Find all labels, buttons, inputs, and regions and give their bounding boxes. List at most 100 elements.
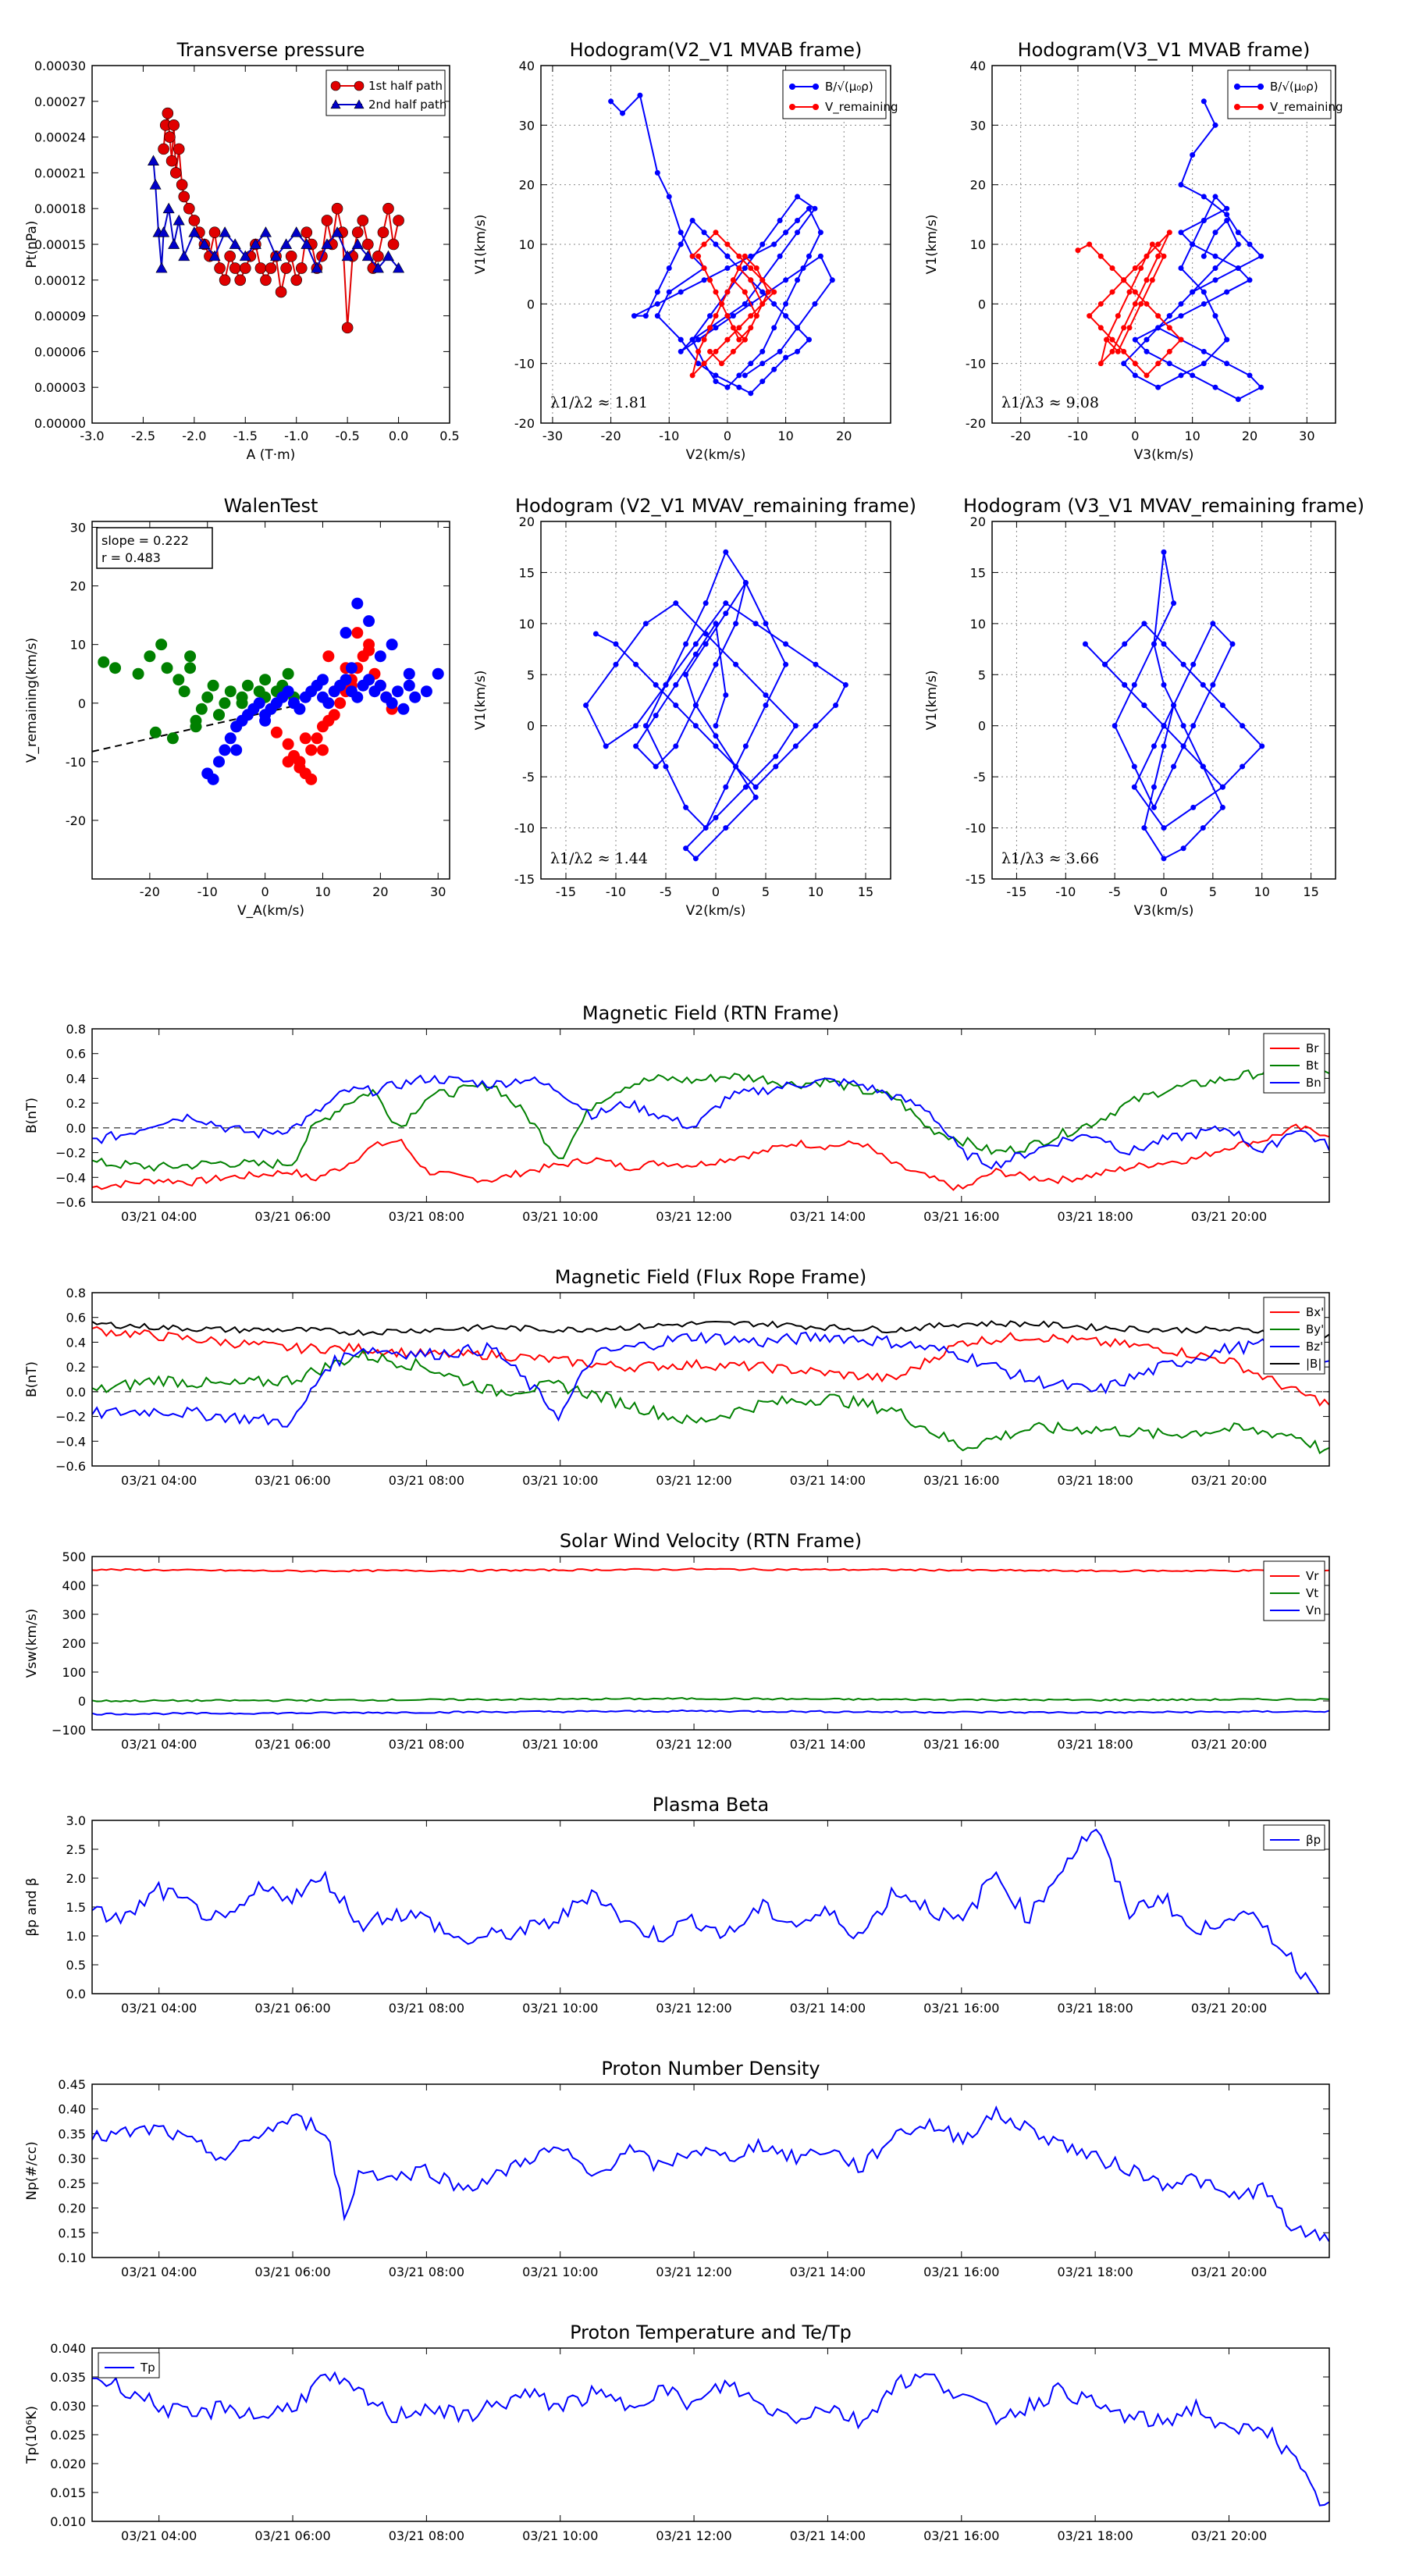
data-marker: [701, 361, 707, 367]
data-marker: [331, 226, 343, 237]
hodogram_v3v1_mvab-xlabel: V3(km/s): [1134, 447, 1194, 463]
proton_density-title: Proton Number Density: [601, 2058, 820, 2080]
data-marker: [733, 621, 739, 627]
legend-marker: [330, 99, 341, 109]
data-marker: [1126, 325, 1133, 331]
data-marker: [1131, 681, 1137, 688]
data-marker: [188, 215, 201, 226]
data-marker: [1212, 122, 1218, 128]
x-tick-label: 03/21 16:00: [923, 2528, 999, 2543]
y-tick-label: 0.00015: [34, 237, 86, 252]
data-marker: [275, 286, 287, 298]
walen-stats-box: [96, 527, 213, 569]
x-tick-label: 03/21 14:00: [790, 2528, 866, 2543]
walen-point-blue: [432, 667, 444, 680]
data-marker: [583, 703, 589, 709]
proton_density-panel: Proton Number Density 0.10 0.15 0.20 0.25 0.3…: [24, 2058, 1330, 2279]
data-marker: [1258, 253, 1264, 259]
data-marker: [673, 681, 679, 688]
hodogram_v3v1_mvab-axes-frame: [991, 65, 1336, 424]
data-marker: [1224, 205, 1230, 212]
data-marker: [736, 372, 742, 379]
magnetic_rtn-series-Br: [92, 1123, 1329, 1191]
data-marker: [1258, 384, 1264, 390]
legend-label: |B|: [1306, 1357, 1321, 1371]
x-tick-label: 03/21 04:00: [121, 1209, 197, 1224]
y-tick-label: 0.00030: [34, 59, 86, 73]
magnetic_rtn-ylabel: B(nT): [24, 1098, 40, 1133]
data-marker: [168, 238, 180, 249]
x-tick-label: 03/21 04:00: [121, 2265, 197, 2279]
data-marker: [713, 814, 719, 820]
data-marker: [1141, 621, 1147, 627]
hodogram_v3v1_mvav-panel: Hodogram (V3_V1 MVAV_remaining frame) -15…: [924, 495, 1364, 919]
x-tick-label: 03/21 10:00: [522, 1473, 598, 1488]
data-marker: [1224, 289, 1230, 295]
magnetic_rtn-axes-frame: [91, 1028, 1330, 1203]
walen-point-blue: [288, 697, 301, 710]
data-marker: [372, 262, 384, 273]
x-tick-label: 03/21 20:00: [1191, 2265, 1267, 2279]
x-tick-label: 03/21 14:00: [790, 1209, 866, 1224]
hodogram_v2v1_mvab-eigen-ratio: λ1/λ2 ≈ 1.81: [550, 394, 648, 411]
y-tick-label: 500: [62, 1550, 86, 1564]
hodogram_v2v1_mvav-ylabel: V1(km/s): [473, 671, 489, 731]
y-tick-label: 0.00027: [34, 94, 86, 109]
data-marker: [183, 202, 195, 215]
data-marker: [742, 253, 748, 259]
data-marker: [1155, 241, 1161, 247]
data-marker: [1200, 681, 1206, 688]
data-marker: [173, 143, 185, 155]
y-tick-label: -10: [966, 821, 986, 836]
hodogram_v3v1_mvav-ylabel: V1(km/s): [924, 671, 940, 731]
data-marker: [1144, 348, 1150, 354]
legend-marker: [354, 80, 365, 91]
data-marker: [1240, 723, 1246, 729]
x-tick-label: 03/21 08:00: [389, 2265, 464, 2279]
x-tick-label: 03/21 18:00: [1057, 2001, 1133, 2016]
data-marker: [208, 250, 221, 262]
hodogram_v2v1_mvab-data: [608, 92, 835, 397]
data-marker: [806, 336, 812, 343]
data-marker: [759, 361, 766, 367]
data-marker: [683, 671, 689, 678]
solar_wind-series-Vn: [92, 1709, 1329, 1716]
data-marker: [663, 681, 669, 688]
data-marker: [753, 313, 759, 319]
legend-marker: [789, 104, 795, 110]
y-tick-label: 0.45: [58, 2077, 86, 2092]
data-marker: [1104, 336, 1110, 343]
hodogram_v2v1_mvab-line-V_remaining: [691, 231, 776, 379]
data-marker: [1180, 743, 1186, 749]
proton_temperature-panel: Proton Temperature and Te/Tp 0.010 0.015 0.…: [24, 2322, 1330, 2543]
data-marker: [1155, 313, 1161, 319]
hodogram_v2v1_mvav-data: [583, 549, 848, 862]
data-marker: [1155, 384, 1161, 390]
y-tick-label: 0.020: [50, 2457, 86, 2471]
data-marker: [702, 825, 709, 831]
data-marker: [158, 143, 169, 155]
data-marker: [372, 250, 384, 262]
walen-point-green: [144, 650, 156, 663]
data-marker: [1144, 301, 1150, 307]
data-marker: [1178, 313, 1184, 319]
x-tick-label: 0: [712, 884, 720, 899]
hodogram_v2v1_mvav-eigen-ratio: λ1/λ2 ≈ 1.44: [550, 850, 648, 867]
legend-label: V_remaining: [1270, 100, 1343, 115]
y-tick-label: 0.40: [58, 2102, 86, 2117]
legend-box: [325, 69, 446, 116]
y-tick-label: 0.15: [58, 2226, 86, 2240]
magnetic_fluxrope-data: [92, 1320, 1329, 1454]
data-marker: [1190, 152, 1196, 158]
hodogram_v3v1_mvab-title: Hodogram(V3_V1 MVAB frame): [1018, 39, 1311, 61]
hodogram_v2v1_mvab-axes-frame: [540, 65, 891, 424]
y-tick-label: −0.6: [55, 1459, 86, 1474]
walen-point-green: [241, 679, 254, 692]
x-tick-label: 03/21 14:00: [790, 1737, 866, 1752]
data-marker: [748, 277, 754, 283]
data-marker: [219, 274, 231, 286]
data-marker: [702, 641, 709, 647]
data-marker: [842, 681, 848, 688]
x-tick-label: 0: [1160, 884, 1168, 899]
data-marker: [813, 723, 819, 729]
